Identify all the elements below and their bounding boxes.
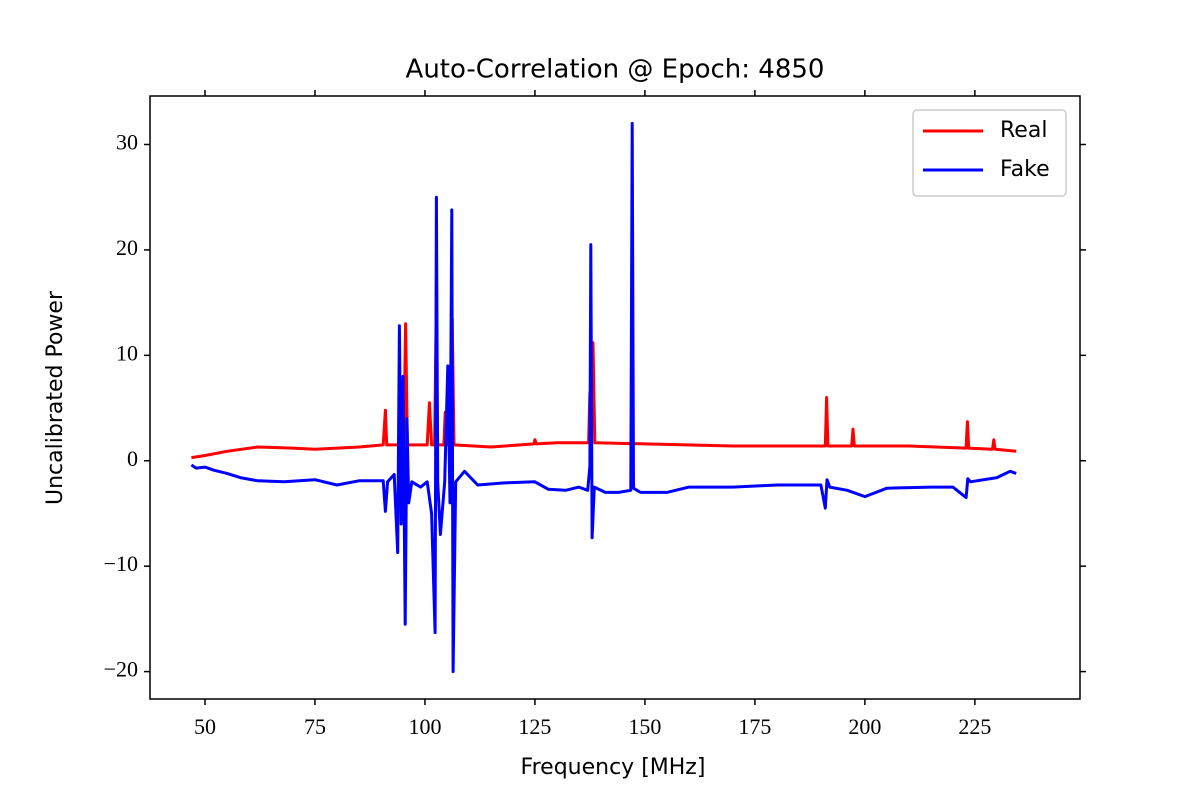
y-tick-label: −10 bbox=[104, 551, 138, 576]
y-tick-label: 20 bbox=[116, 235, 138, 260]
x-tick-label: 175 bbox=[738, 714, 771, 739]
y-tick-label: 30 bbox=[116, 130, 138, 155]
x-tick-label: 100 bbox=[408, 714, 441, 739]
x-tick-label: 75 bbox=[304, 714, 326, 739]
y-tick-label: −20 bbox=[104, 657, 138, 682]
plot-frame bbox=[149, 95, 1081, 700]
x-axis-label: Frequency [MHz] bbox=[521, 755, 706, 780]
x-tick-label: 150 bbox=[628, 714, 661, 739]
x-tick-label: 50 bbox=[194, 714, 216, 739]
legend-label: Real bbox=[1000, 118, 1047, 143]
x-tick-label: 225 bbox=[958, 714, 991, 739]
x-tick-label: 125 bbox=[518, 714, 551, 739]
x-tick-label: 200 bbox=[848, 714, 881, 739]
y-tick-label: 10 bbox=[116, 340, 138, 365]
y-axis-label: Uncalibrated Power bbox=[43, 290, 68, 505]
legend-label: Fake bbox=[1000, 157, 1050, 182]
data-line bbox=[190, 121, 1017, 674]
y-tick-label: 0 bbox=[127, 446, 138, 471]
chart-title: Auto-Correlation @ Epoch: 4850 bbox=[406, 55, 825, 85]
data-line bbox=[191, 316, 1017, 460]
